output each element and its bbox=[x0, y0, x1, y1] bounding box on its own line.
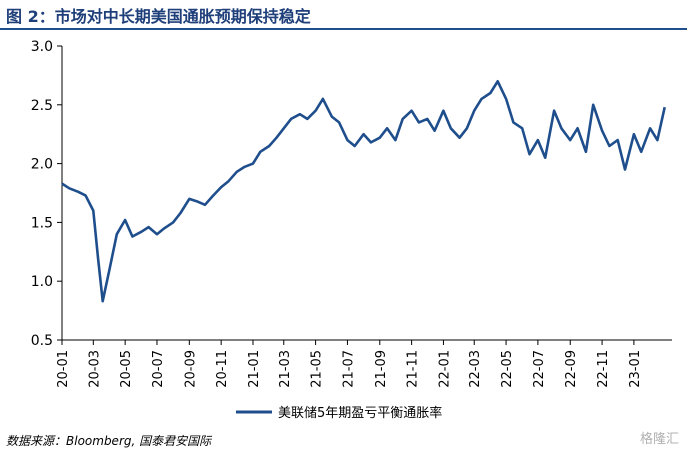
y-tick-label: 2.5 bbox=[31, 98, 53, 114]
x-tick-label: 23-01 bbox=[628, 350, 643, 388]
x-tick-label: 20-11 bbox=[215, 350, 230, 388]
y-tick-label: 0.5 bbox=[31, 333, 53, 349]
x-tick-label: 20-05 bbox=[119, 350, 134, 388]
x-tick-label: 22-05 bbox=[500, 350, 515, 388]
x-tick-label: 22-03 bbox=[468, 350, 483, 388]
line-chart: 3.0 2.5 2.0 1.5 1.0 0.520-01 20-03 20-05 20-07 20… bbox=[31, 39, 672, 421]
x-tick-label: 20-03 bbox=[87, 350, 102, 388]
y-tick-label: 2.0 bbox=[31, 157, 53, 173]
x-tick-label: 21-07 bbox=[341, 350, 356, 388]
title-bar: 图 2：市场对中长期美国通胀预期保持稳定 bbox=[0, 0, 687, 30]
y-tick-label: 3.0 bbox=[31, 39, 53, 55]
x-tick-label: 22-11 bbox=[596, 350, 611, 388]
legend-label: 美联储5年期盈亏平衡通胀率 bbox=[278, 405, 442, 421]
x-tick-label: 21-03 bbox=[278, 350, 293, 388]
chart-title: 图 2：市场对中长期美国通胀预期保持稳定 bbox=[6, 7, 311, 26]
source-note: 数据来源：Bloomberg, 国泰君安国际 bbox=[6, 434, 212, 448]
x-tick-label: 21-01 bbox=[247, 350, 262, 388]
x-tick-label: 20-07 bbox=[151, 350, 166, 388]
y-tick-label: 1.0 bbox=[31, 274, 53, 290]
watermark-logo: 格隆汇 bbox=[639, 432, 679, 447]
x-tick-label: 21-05 bbox=[310, 350, 325, 388]
x-tick-label: 21-11 bbox=[406, 350, 421, 388]
x-tick-label: 20-09 bbox=[183, 350, 198, 388]
x-tick-label: 22-01 bbox=[437, 350, 452, 388]
x-tick-label: 21-09 bbox=[374, 350, 389, 388]
y-tick-label: 1.5 bbox=[31, 215, 53, 231]
x-tick-label: 20-01 bbox=[56, 350, 71, 388]
x-tick-label: 22-07 bbox=[532, 350, 547, 388]
series-line bbox=[61, 79, 666, 303]
x-tick-label: 22-09 bbox=[564, 350, 579, 388]
